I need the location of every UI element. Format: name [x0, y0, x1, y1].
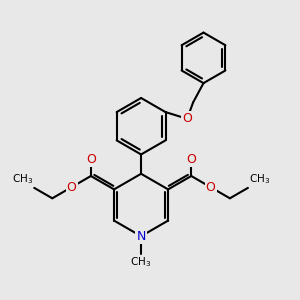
Text: CH$_3$: CH$_3$: [249, 172, 271, 186]
Text: CH$_3$: CH$_3$: [12, 172, 33, 186]
Text: N: N: [136, 230, 146, 243]
Text: O: O: [182, 112, 192, 125]
Text: O: O: [67, 181, 76, 194]
Text: O: O: [186, 153, 196, 166]
Text: O: O: [182, 112, 192, 125]
Text: O: O: [206, 181, 215, 194]
Text: CH$_3$: CH$_3$: [130, 256, 152, 269]
Text: O: O: [86, 153, 96, 166]
